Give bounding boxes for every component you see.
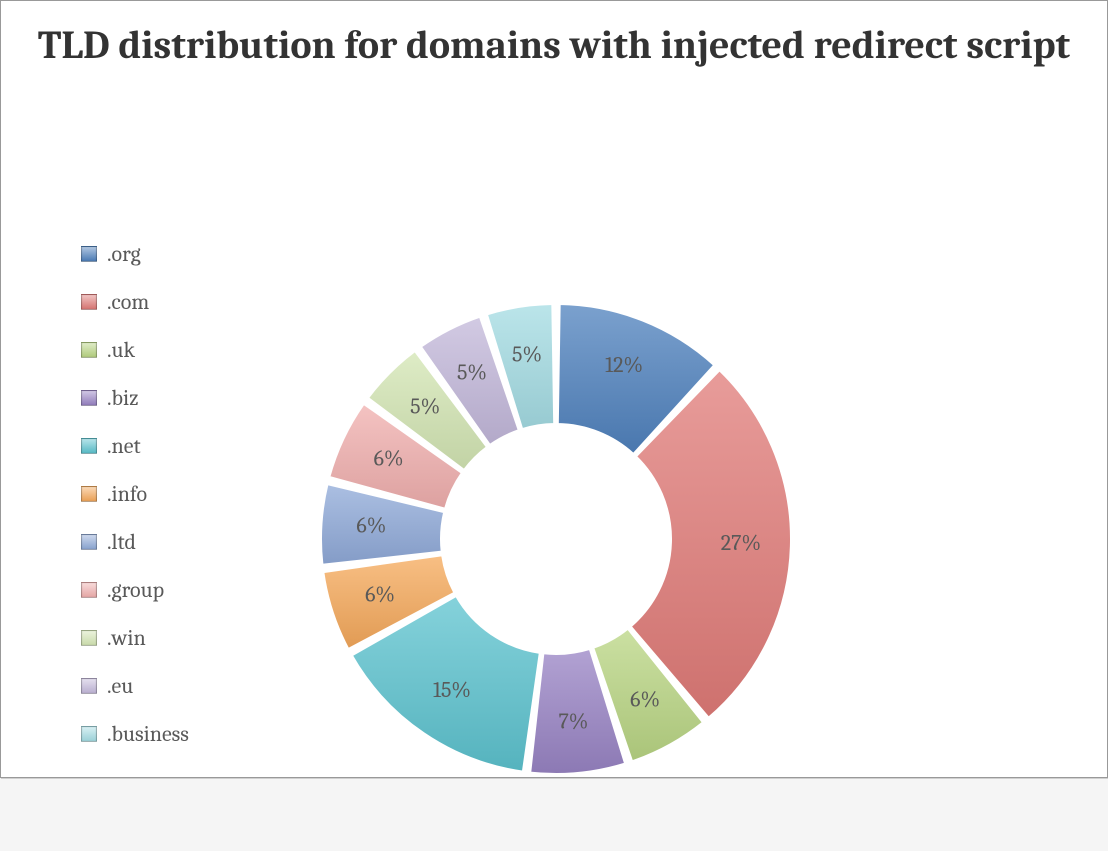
slice-label: 6% [374, 445, 404, 471]
slice-label: 7% [558, 708, 588, 734]
donut-hole [442, 425, 670, 653]
slice-label: 6% [365, 581, 395, 607]
slice-label: 6% [356, 513, 386, 539]
slice-label: 12% [605, 352, 643, 378]
slice-label: 5% [457, 359, 487, 385]
chart-title: TLD distribution for domains with inject… [1, 1, 1107, 69]
slice-label: 5% [410, 393, 440, 419]
slice-label: 6% [630, 686, 660, 712]
slice-label: 27% [721, 530, 761, 556]
chart-container: TLD distribution for domains with inject… [0, 0, 1108, 778]
donut-chart: 12%27%6%7%15%6%6%6%5%5%5% [1, 69, 1108, 851]
slice-label: 15% [433, 677, 471, 703]
slice-label: 5% [512, 341, 542, 367]
donut-svg: 12%27%6%7%15%6%6%6%5%5%5% [1, 69, 1108, 847]
